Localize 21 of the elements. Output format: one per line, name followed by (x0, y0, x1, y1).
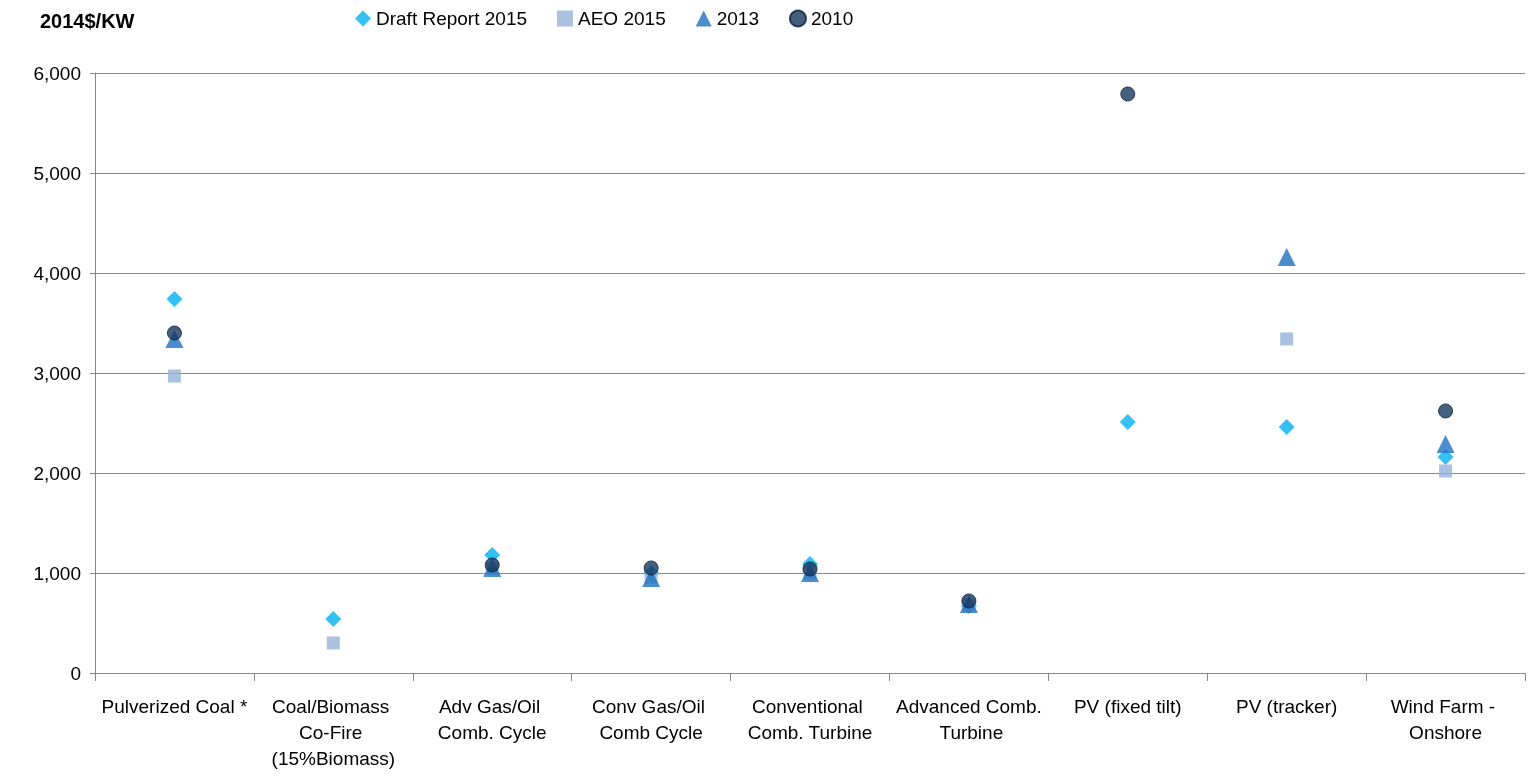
x-tick-label: Pulverized Coal * (101, 695, 248, 717)
x-tick-label: PV (tracker) (1235, 695, 1338, 717)
x-tick-label: Conventional Comb. Turbine (747, 695, 873, 743)
x-tick-label: Adv Gas/Oil Comb. Cycle (437, 695, 547, 743)
y-tick-label: 4,000 (33, 262, 81, 284)
y-tick-label: 1,000 (33, 562, 81, 584)
y-tick-label: 0 (70, 662, 81, 684)
y-tick-label: 2,000 (33, 462, 81, 484)
y-axis-title: 2014$/KW (40, 10, 135, 32)
y-tick-label: 5,000 (33, 162, 81, 184)
legend-label: 2010 (810, 8, 854, 29)
x-tick-label: Conv Gas/Oil Comb Cycle (591, 695, 711, 743)
legend-label: 2013 (716, 8, 759, 29)
legend-label: AEO 2015 (578, 8, 666, 29)
x-tick-label: Advanced Comb. Turbine (896, 695, 1042, 743)
x-tick-label: Wind Farm - Onshore (1390, 695, 1501, 743)
y-tick-label: 3,000 (33, 362, 81, 384)
x-tick-label: Coal/Biomass Co-Fire (15%Biomass) (271, 695, 396, 769)
y-tick-label: 6,000 (33, 62, 81, 84)
x-tick-label: PV (fixed tilt) (1073, 695, 1182, 717)
legend-label: Draft Report 2015 (376, 8, 528, 29)
